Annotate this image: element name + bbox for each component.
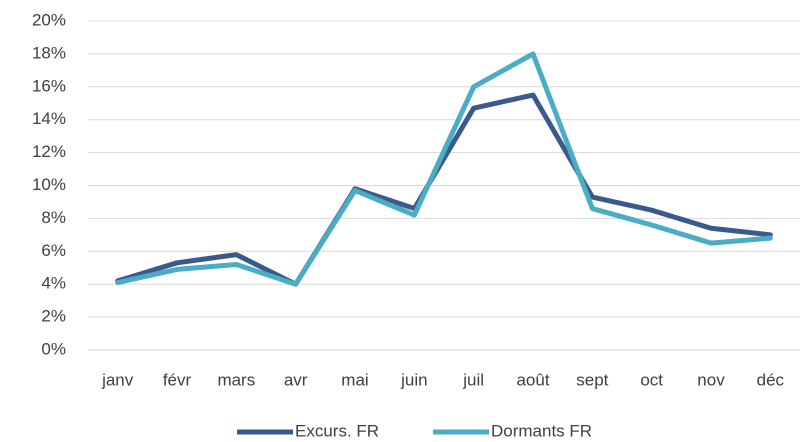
y-tick-label: 20% bbox=[32, 10, 66, 29]
x-tick-label: mai bbox=[341, 370, 368, 389]
x-tick-label: oct bbox=[640, 370, 663, 389]
y-tick-label: 2% bbox=[41, 307, 66, 326]
legend-label: Dormants FR bbox=[491, 421, 592, 440]
x-tick-label: juin bbox=[400, 370, 427, 389]
y-tick-label: 4% bbox=[41, 274, 66, 293]
x-tick-label: févr bbox=[163, 370, 192, 389]
x-tick-label: juil bbox=[462, 370, 484, 389]
y-tick-label: 14% bbox=[32, 109, 66, 128]
y-tick-label: 12% bbox=[32, 142, 66, 161]
y-tick-label: 6% bbox=[41, 241, 66, 260]
x-tick-label: déc bbox=[757, 370, 785, 389]
y-tick-label: 16% bbox=[32, 76, 66, 95]
legend-label: Excurs. FR bbox=[295, 421, 379, 440]
x-tick-label: mars bbox=[217, 370, 255, 389]
x-tick-label: janv bbox=[101, 370, 134, 389]
series-line bbox=[115, 92, 773, 287]
x-tick-label: août bbox=[516, 370, 549, 389]
x-tick-label: sept bbox=[576, 370, 608, 389]
y-tick-label: 8% bbox=[41, 208, 66, 227]
series-line bbox=[115, 51, 773, 287]
x-tick-label: avr bbox=[284, 370, 308, 389]
y-tick-label: 18% bbox=[32, 43, 66, 62]
y-tick-label: 0% bbox=[41, 339, 66, 358]
x-tick-label: nov bbox=[697, 370, 725, 389]
y-tick-label: 10% bbox=[32, 175, 66, 194]
